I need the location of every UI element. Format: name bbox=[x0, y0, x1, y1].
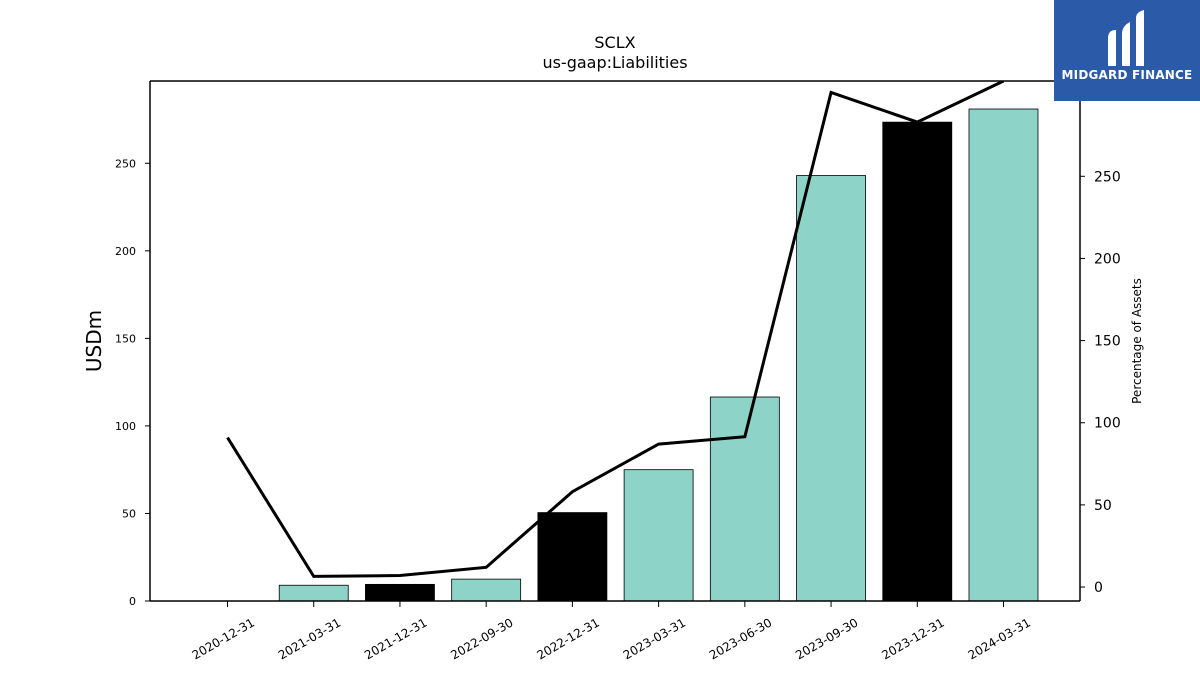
x-tick-label: 2020-12-31 bbox=[190, 615, 257, 662]
y2-tick-label: 250 bbox=[1094, 169, 1121, 185]
x-tick-label: 2021-03-31 bbox=[276, 615, 343, 662]
y2-tick-label: 0 bbox=[1094, 580, 1103, 596]
y-axis-label: USDm bbox=[82, 310, 106, 372]
chart-subtitle: us-gaap:Liabilities bbox=[542, 53, 687, 72]
y-tick-label: 200 bbox=[115, 245, 136, 258]
y-tick-label: 100 bbox=[115, 420, 136, 433]
bar bbox=[537, 512, 608, 602]
bar bbox=[365, 583, 435, 602]
x-tick-label: 2021-12-31 bbox=[362, 615, 429, 662]
y2-tick-label: 150 bbox=[1094, 334, 1121, 350]
y2-tick-label: 100 bbox=[1094, 416, 1121, 432]
x-tick-label: 2023-09-30 bbox=[793, 615, 860, 662]
plot-area: 0 50 100 150 200 250 0 50 100 150 200 250 2020-12-31… bbox=[115, 80, 1121, 662]
bar bbox=[968, 108, 1039, 602]
bar bbox=[623, 469, 694, 602]
x-tick-label: 2023-03-31 bbox=[621, 615, 688, 662]
y2-axis-label: Percentage of Assets bbox=[1130, 278, 1144, 404]
bar bbox=[796, 175, 866, 602]
logo-mark-icon bbox=[1108, 10, 1144, 66]
bar bbox=[451, 578, 522, 602]
chart-title: SCLX bbox=[594, 33, 635, 52]
logo-text: MIDGARD FINANCE bbox=[1061, 68, 1193, 82]
bar bbox=[709, 396, 780, 602]
bar bbox=[278, 584, 349, 602]
y-tick-label: 0 bbox=[129, 595, 136, 608]
x-tick-label: 2022-12-31 bbox=[534, 615, 601, 662]
series-line bbox=[226, 81, 1005, 578]
x-tick-label: 2023-06-30 bbox=[707, 615, 774, 662]
y2-tick-label: 50 bbox=[1094, 498, 1112, 514]
x-tick-label: 2024-03-31 bbox=[966, 615, 1033, 662]
y-tick-label: 50 bbox=[122, 507, 136, 520]
y-tick-label: 150 bbox=[115, 332, 136, 345]
y2-tick-label: 200 bbox=[1094, 251, 1121, 267]
bar bbox=[882, 121, 953, 602]
midgard-finance-logo: MIDGARD FINANCE bbox=[1054, 0, 1200, 101]
x-tick-label: 2022-09-30 bbox=[448, 615, 515, 662]
y-tick-label: 250 bbox=[115, 157, 136, 170]
x-tick-label: 2023-12-31 bbox=[879, 615, 946, 662]
